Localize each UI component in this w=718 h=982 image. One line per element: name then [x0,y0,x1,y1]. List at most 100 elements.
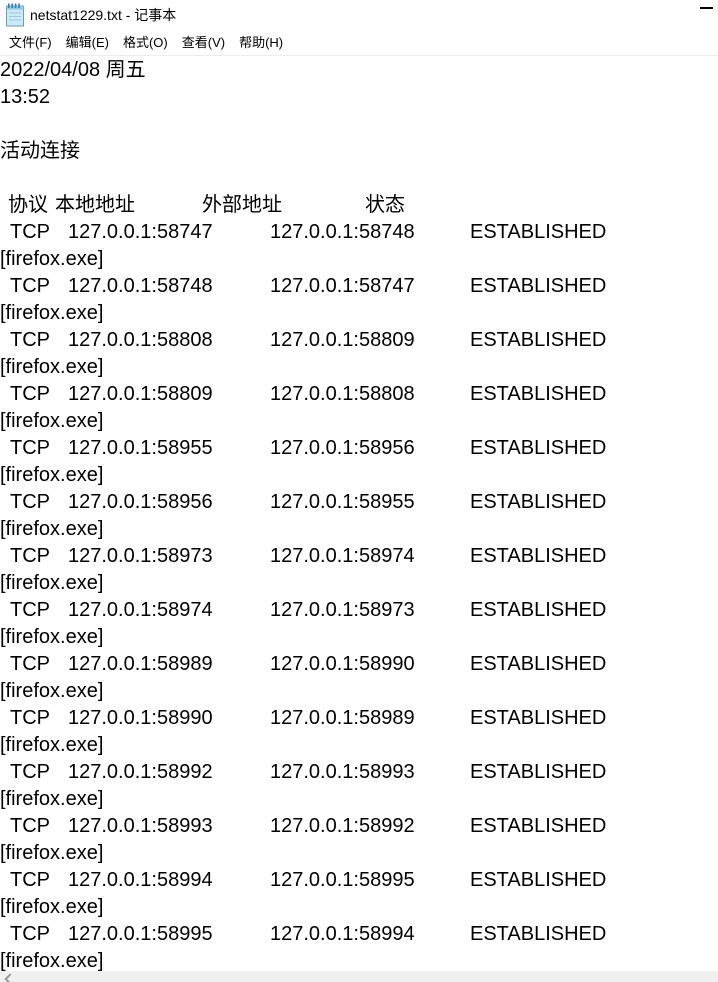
connection-state: ESTABLISHED [470,815,607,837]
connection-state: ESTABLISHED [470,869,607,891]
connection-local-address: 127.0.0.1:58955 [68,437,213,459]
connection-row: TCP 127.0.0.1:58989 127.0.0.1:58990 ESTA… [0,651,718,678]
menu-item-edit[interactable]: 编辑(E) [65,34,109,50]
connection-row: TCP 127.0.0.1:58956 127.0.0.1:58955 ESTA… [0,489,718,516]
connection-foreign-address: 127.0.0.1:58990 [270,653,415,675]
window-title: netstat1229.txt - 记事本 [30,7,177,23]
connection-process: [firefox.exe] [0,734,104,756]
menu-item-help[interactable]: 帮助(H) [239,34,284,50]
connection-process: [firefox.exe] [0,518,104,540]
connection-process: [firefox.exe] [0,464,104,486]
connection-foreign-address: 127.0.0.1:58995 [270,869,415,891]
connection-process: [firefox.exe] [0,896,104,918]
connection-local-address: 127.0.0.1:58992 [68,761,213,783]
connection-foreign-address: 127.0.0.1:58809 [270,329,415,351]
connection-row: TCP 127.0.0.1:58973 127.0.0.1:58974 ESTA… [0,543,718,570]
header-state: 状态 [365,194,405,216]
connection-process: [firefox.exe] [0,842,104,864]
connection-row: TCP 127.0.0.1:58748 127.0.0.1:58747 ESTA… [0,273,718,300]
connection-local-address: 127.0.0.1:58973 [68,545,213,567]
header-foreign-address: 外部地址 [202,194,282,216]
connection-process: [firefox.exe] [0,572,104,594]
connection-local-address: 127.0.0.1:58993 [68,815,213,837]
header-local-address: 本地地址 [55,194,135,216]
connection-row: TCP 127.0.0.1:58809 127.0.0.1:58808 ESTA… [0,381,718,408]
connection-process: [firefox.exe] [0,626,104,648]
connection-rows: TCP 127.0.0.1:58747 127.0.0.1:58748 ESTA… [0,219,718,972]
connection-state: ESTABLISHED [470,653,607,675]
connection-protocol: TCP [10,383,50,405]
title-bar: netstat1229.txt - 记事本 [0,0,718,30]
connection-foreign-address: 127.0.0.1:58994 [270,923,415,945]
connection-state: ESTABLISHED [470,599,607,621]
text-area[interactable]: 2022/04/08 周五 13:52 活动连接 协议 本地地址 外部地址 状态… [0,57,718,972]
scroll-left-arrow-icon[interactable] [4,975,12,982]
connection-local-address: 127.0.0.1:58995 [68,923,213,945]
connection-protocol: TCP [10,815,50,837]
connection-state: ESTABLISHED [470,383,607,405]
connection-foreign-address: 127.0.0.1:58992 [270,815,415,837]
connection-protocol: TCP [10,869,50,891]
connection-state: ESTABLISHED [470,491,607,513]
connection-row: TCP 127.0.0.1:58992 127.0.0.1:58993 ESTA… [0,759,718,786]
connection-local-address: 127.0.0.1:58994 [68,869,213,891]
time-line: 13:52 [0,86,51,108]
date-line: 2022/04/08 周五 [0,59,146,81]
connection-row: TCP 127.0.0.1:58955 127.0.0.1:58956 ESTA… [0,435,718,462]
connection-row: TCP 127.0.0.1:58994 127.0.0.1:58995 ESTA… [0,867,718,894]
horizontal-scrollbar[interactable] [0,971,718,982]
connection-row: TCP 127.0.0.1:58990 127.0.0.1:58989 ESTA… [0,705,718,732]
minimize-icon [700,7,713,9]
connection-process: [firefox.exe] [0,410,104,432]
connection-local-address: 127.0.0.1:58989 [68,653,213,675]
blank-line [0,111,718,138]
menu-item-view[interactable]: 查看(V) [181,34,226,50]
connection-row: TCP 127.0.0.1:58974 127.0.0.1:58973 ESTA… [0,597,718,624]
connection-protocol: TCP [10,329,50,351]
connection-protocol: TCP [10,221,50,243]
connection-local-address: 127.0.0.1:58809 [68,383,213,405]
connection-protocol: TCP [10,707,50,729]
connection-state: ESTABLISHED [470,923,607,945]
connection-foreign-address: 127.0.0.1:58747 [270,275,415,297]
connection-protocol: TCP [10,599,50,621]
connection-state: ESTABLISHED [470,275,607,297]
connection-foreign-address: 127.0.0.1:58808 [270,383,415,405]
connection-local-address: 127.0.0.1:58747 [68,221,213,243]
connection-foreign-address: 127.0.0.1:58974 [270,545,415,567]
connection-local-address: 127.0.0.1:58990 [68,707,213,729]
menu-item-file[interactable]: 文件(F) [9,34,52,50]
connection-state: ESTABLISHED [470,437,607,459]
connection-foreign-address: 127.0.0.1:58973 [270,599,415,621]
connection-process: [firefox.exe] [0,788,104,810]
connection-local-address: 127.0.0.1:58748 [68,275,213,297]
connection-process: [firefox.exe] [0,680,104,702]
section-title: 活动连接 [0,140,80,162]
menu-item-format[interactable]: 格式(O) [122,34,168,50]
connection-process: [firefox.exe] [0,950,104,972]
connection-process: [firefox.exe] [0,302,104,324]
connection-row: TCP 127.0.0.1:58993 127.0.0.1:58992 ESTA… [0,813,718,840]
connection-state: ESTABLISHED [470,707,607,729]
connection-protocol: TCP [10,761,50,783]
table-header: 协议 本地地址 外部地址 状态 [0,192,718,219]
connection-state: ESTABLISHED [470,329,607,351]
connection-row: TCP 127.0.0.1:58995 127.0.0.1:58994 ESTA… [0,921,718,948]
header-protocol: 协议 [8,194,48,216]
connection-foreign-address: 127.0.0.1:58956 [270,437,415,459]
connection-local-address: 127.0.0.1:58956 [68,491,213,513]
connection-protocol: TCP [10,545,50,567]
connection-local-address: 127.0.0.1:58974 [68,599,213,621]
connection-state: ESTABLISHED [470,221,607,243]
connection-protocol: TCP [10,653,50,675]
connection-protocol: TCP [10,491,50,513]
connection-state: ESTABLISHED [470,545,607,567]
connection-protocol: TCP [10,437,50,459]
connection-state: ESTABLISHED [470,761,607,783]
minimize-button[interactable] [690,0,718,28]
connection-foreign-address: 127.0.0.1:58993 [270,761,415,783]
connection-row: TCP 127.0.0.1:58747 127.0.0.1:58748 ESTA… [0,219,718,246]
connection-foreign-address: 127.0.0.1:58955 [270,491,415,513]
connection-process: [firefox.exe] [0,356,104,378]
connection-row: TCP 127.0.0.1:58808 127.0.0.1:58809 ESTA… [0,327,718,354]
